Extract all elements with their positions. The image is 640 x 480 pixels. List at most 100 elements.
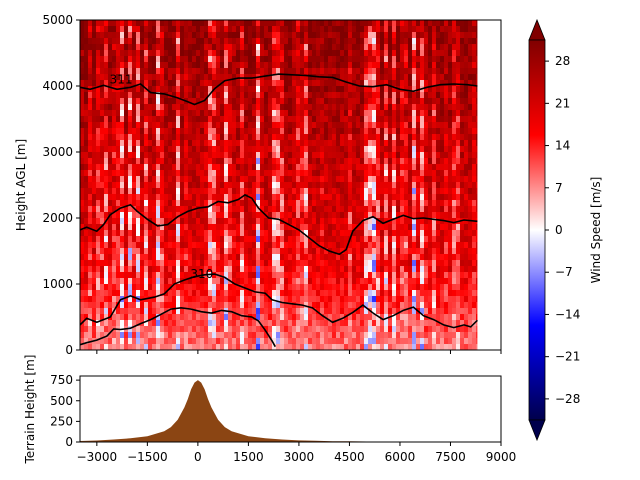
heatmap-cell xyxy=(364,128,369,135)
heatmap-cell xyxy=(212,62,217,69)
heatmap-cell xyxy=(188,296,193,303)
heatmap-cell xyxy=(384,128,389,135)
heatmap-cell xyxy=(164,284,169,291)
heatmap-cell xyxy=(296,74,301,81)
heatmap-cell xyxy=(344,122,349,129)
heatmap-cell xyxy=(436,110,441,117)
heatmap-cell xyxy=(204,338,209,345)
heatmap-cell xyxy=(348,338,353,345)
heatmap-cell xyxy=(120,212,125,219)
heatmap-cell xyxy=(348,122,353,129)
heatmap-cell xyxy=(148,278,153,285)
heatmap-cell xyxy=(144,50,149,57)
heatmap-cell xyxy=(212,320,217,327)
heatmap-cell xyxy=(124,170,129,177)
heatmap-cell xyxy=(96,194,101,201)
heatmap-cell xyxy=(312,140,317,147)
heatmap-cell xyxy=(412,176,417,183)
heatmap-cell xyxy=(188,212,193,219)
heatmap-cell xyxy=(384,284,389,291)
heatmap-cell xyxy=(88,254,93,261)
heatmap-cell xyxy=(436,332,441,339)
heatmap-cell xyxy=(112,50,117,57)
heatmap-cell xyxy=(92,308,97,315)
heatmap-cell xyxy=(164,296,169,303)
heatmap-cell xyxy=(364,134,369,141)
heatmap-cell xyxy=(336,44,341,51)
heatmap-cell xyxy=(176,296,181,303)
heatmap-cell xyxy=(148,200,153,207)
heatmap-cell xyxy=(140,266,145,273)
heatmap-cell xyxy=(208,212,213,219)
heatmap-cell xyxy=(228,284,233,291)
heatmap-cell xyxy=(248,164,253,171)
heatmap-cell xyxy=(312,26,317,33)
heatmap-cell xyxy=(156,92,161,99)
heatmap-cell xyxy=(380,20,385,27)
heatmap-cell xyxy=(272,302,277,309)
heatmap-cell xyxy=(420,272,425,279)
heatmap-cell xyxy=(424,242,429,249)
heatmap-cell xyxy=(144,74,149,81)
heatmap-cell xyxy=(436,254,441,261)
heatmap-cell xyxy=(280,86,285,93)
heatmap-cell xyxy=(248,224,253,231)
heatmap-cell xyxy=(340,20,345,27)
heatmap-cell xyxy=(220,248,225,255)
heatmap-cell xyxy=(424,212,429,219)
heatmap-cell xyxy=(172,332,177,339)
heatmap-cell xyxy=(304,242,309,249)
heatmap-cell xyxy=(80,20,85,27)
heatmap-cell xyxy=(400,32,405,39)
heatmap-cell xyxy=(248,254,253,261)
heatmap-cell xyxy=(116,122,121,129)
heatmap-cell xyxy=(416,104,421,111)
heatmap-cell xyxy=(164,38,169,45)
heatmap-cell xyxy=(96,68,101,75)
heatmap-cell xyxy=(420,26,425,33)
heatmap-cell xyxy=(428,266,433,273)
heatmap-cell xyxy=(112,314,117,321)
heatmap-cell xyxy=(192,248,197,255)
heatmap-cell xyxy=(328,110,333,117)
heatmap-cell xyxy=(172,164,177,171)
heatmap-cell xyxy=(436,188,441,195)
heatmap-cell xyxy=(188,284,193,291)
heatmap-cell xyxy=(296,344,301,350)
heatmap-cell xyxy=(148,338,153,345)
heatmap-cell xyxy=(128,98,133,105)
heatmap-cell xyxy=(436,26,441,33)
heatmap-cell xyxy=(416,110,421,117)
heatmap-cell xyxy=(324,218,329,225)
heatmap-cell xyxy=(148,296,153,303)
heatmap-cell xyxy=(332,188,337,195)
heatmap-cell xyxy=(284,344,289,350)
heatmap-cell xyxy=(180,182,185,189)
heatmap-cell xyxy=(264,188,269,195)
heatmap-cell xyxy=(248,200,253,207)
heatmap-cell xyxy=(340,26,345,33)
heatmap-cell xyxy=(284,326,289,333)
heatmap-cell xyxy=(440,260,445,267)
heatmap-cell xyxy=(412,158,417,165)
heatmap-cell xyxy=(108,194,113,201)
heatmap-cell xyxy=(272,62,277,69)
heatmap-cell xyxy=(388,86,393,93)
heatmap-cell xyxy=(308,158,313,165)
heatmap-cell xyxy=(260,194,265,201)
heatmap-cell xyxy=(420,266,425,273)
heatmap-cell xyxy=(112,74,117,81)
heatmap-cell xyxy=(272,326,277,333)
heatmap-cell xyxy=(168,110,173,117)
heatmap-cell xyxy=(420,98,425,105)
heatmap-cell xyxy=(136,188,141,195)
heatmap-cell xyxy=(308,56,313,63)
heatmap-cell xyxy=(352,296,357,303)
heatmap-cell xyxy=(100,116,105,123)
heatmap-cell xyxy=(108,164,113,171)
heatmap-cell xyxy=(160,158,165,165)
heatmap-cell xyxy=(196,140,201,147)
heatmap-cell xyxy=(412,140,417,147)
heatmap-cell xyxy=(164,134,169,141)
heatmap-cell xyxy=(392,272,397,279)
